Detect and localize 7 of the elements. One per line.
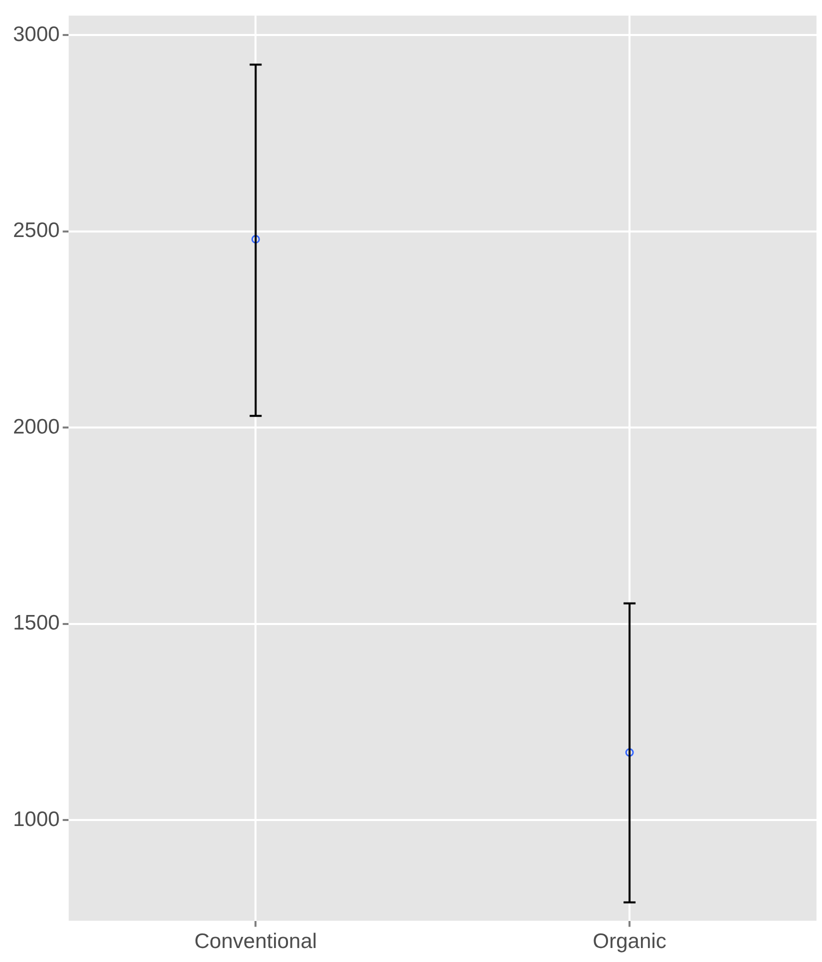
y-tick-label: 2500: [13, 219, 60, 242]
y-tick-label: 1000: [13, 808, 60, 831]
x-tick-label: Organic: [592, 930, 666, 954]
x-tick-label: Conventional: [194, 930, 317, 954]
y-tick-label: 3000: [13, 23, 60, 46]
y-tick-label: 2000: [13, 415, 60, 438]
y-tick-label: 1500: [13, 612, 60, 635]
